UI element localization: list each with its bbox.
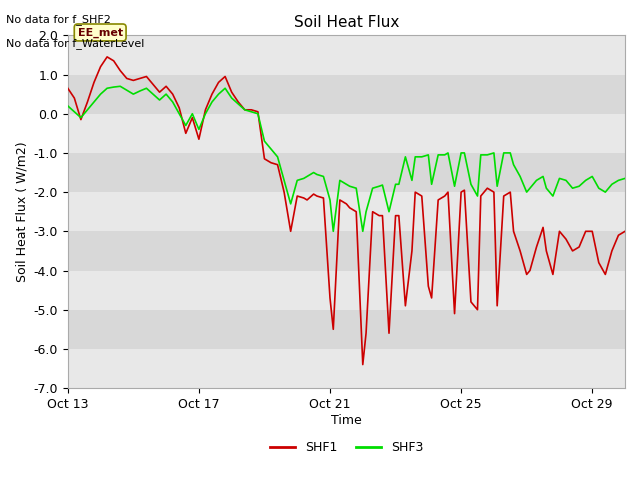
Y-axis label: Soil Heat Flux ( W/m2): Soil Heat Flux ( W/m2) [15,142,28,282]
Bar [68,153,625,192]
Legend: SHF1, SHF3: SHF1, SHF3 [264,436,428,459]
Text: No data for f_WaterLevel: No data for f_WaterLevel [6,38,145,49]
Bar [68,114,625,153]
Bar [68,231,625,271]
Text: No data for f_SHF2: No data for f_SHF2 [6,14,111,25]
Bar [68,192,625,231]
Bar [68,310,625,349]
Bar [68,349,625,388]
Title: Soil Heat Flux: Soil Heat Flux [294,15,399,30]
X-axis label: Time: Time [331,414,362,427]
Bar [68,74,625,114]
Text: EE_met: EE_met [77,27,123,37]
Bar [68,271,625,310]
Bar [68,36,625,74]
